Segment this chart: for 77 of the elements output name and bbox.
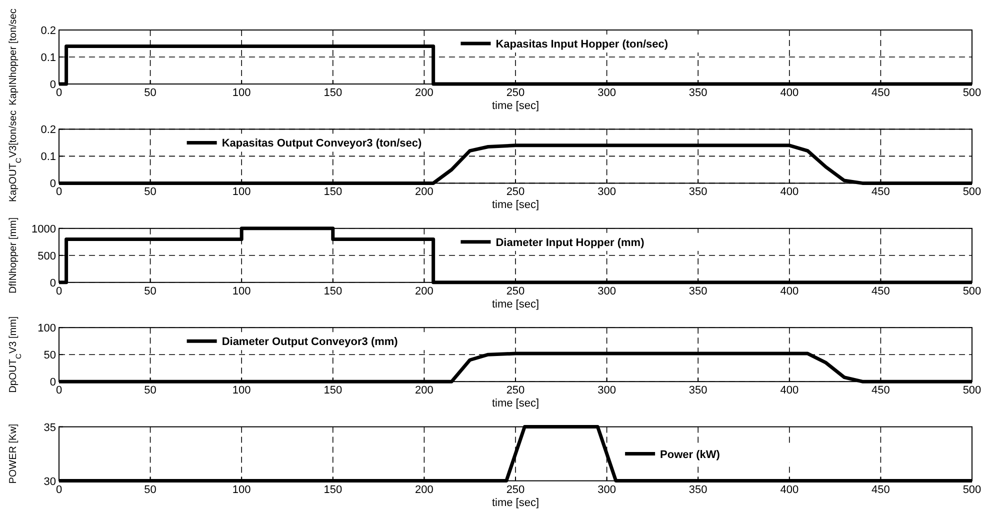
x-tick-label: 200 (415, 285, 434, 298)
x-tick-label: 100 (232, 484, 251, 496)
x-tick-label: 300 (598, 186, 616, 198)
x-tick-label: 300 (598, 87, 616, 99)
legend-label: Kapasitas Input Hopper (ton/sec) (496, 38, 668, 50)
y-tick-label: 0.1 (40, 151, 56, 164)
y-tick-label: 100 (38, 322, 56, 335)
x-tick-label: 400 (780, 87, 799, 99)
x-tick-label: 100 (232, 186, 251, 198)
y-tick-label: 0.2 (40, 124, 56, 136)
x-tick-label: 200 (415, 384, 434, 397)
x-tick-label: 500 (962, 186, 982, 198)
x-tick-label: 250 (506, 484, 525, 496)
x-tick-label: 450 (872, 484, 890, 496)
y-axis-title: POWER [Kw] (8, 424, 19, 484)
x-tick-label: 200 (415, 87, 434, 99)
x-tick-label: 450 (872, 87, 890, 99)
y-axis-title: DfINhopper [mm] (8, 217, 19, 294)
x-tick-label: 250 (506, 87, 525, 99)
x-tick-label: 350 (688, 87, 708, 99)
x-tick-label: 50 (144, 384, 156, 397)
y-tick-label: 1000 (32, 223, 56, 236)
y-tick-label: 50 (44, 350, 56, 362)
x-axis-title: time [sec] (492, 199, 540, 212)
y-tick-label: 0 (50, 79, 56, 91)
x-tick-label: 50 (144, 285, 156, 298)
x-axis-title: time [sec] (492, 398, 540, 410)
x-tick-label: 300 (598, 484, 616, 496)
x-tick-label: 50 (144, 484, 156, 496)
x-tick-label: 500 (962, 384, 982, 397)
y-tick-label: 0.1 (40, 52, 56, 64)
y-tick-label: 0 (50, 376, 56, 389)
y-tick-label: 0.2 (40, 25, 56, 37)
x-tick-label: 350 (688, 484, 708, 496)
x-tick-label: 100 (232, 87, 251, 99)
x-axis-title: time [sec] (492, 496, 540, 509)
x-tick-label: 150 (324, 186, 342, 198)
x-tick-label: 350 (688, 285, 708, 298)
y-tick-label: 0 (50, 178, 56, 190)
x-tick-label: 50 (144, 186, 156, 198)
y-tick-label: 35 (44, 422, 56, 434)
x-tick-label: 200 (415, 186, 434, 198)
x-tick-label: 450 (872, 186, 890, 198)
x-tick-label: 200 (415, 484, 434, 496)
x-tick-label: 450 (872, 384, 890, 397)
legend-label: Power (kW) (660, 448, 720, 461)
x-tick-label: 100 (232, 384, 251, 397)
y-tick-label: 30 (44, 476, 56, 488)
y-axis-title: KapINhopper [ton/sec (8, 8, 19, 106)
x-tick-label: 400 (780, 384, 799, 397)
x-tick-label: 250 (506, 384, 525, 397)
x-tick-label: 350 (688, 186, 708, 198)
legend-label: Kapasitas Output Conveyor3 (ton/sec) (222, 138, 422, 150)
x-tick-label: 400 (780, 285, 799, 298)
x-tick-label: 100 (232, 285, 251, 298)
x-tick-label: 350 (688, 384, 708, 397)
y-tick-label: 0 (50, 277, 56, 290)
legend-label: Diameter Input Hopper (mm) (496, 236, 645, 249)
y-tick-label: 500 (38, 250, 56, 262)
x-tick-label: 150 (324, 285, 342, 298)
x-tick-label: 150 (324, 87, 342, 99)
x-tick-label: 450 (872, 285, 890, 298)
x-tick-label: 300 (598, 384, 616, 397)
x-tick-label: 500 (962, 285, 982, 298)
x-axis-title: time [sec] (492, 100, 540, 112)
x-tick-label: 300 (598, 285, 616, 298)
x-tick-label: 400 (780, 186, 799, 198)
x-tick-label: 250 (506, 285, 525, 298)
x-tick-label: 150 (324, 384, 342, 397)
legend-label: Diameter Output Conveyor3 (mm) (222, 336, 398, 348)
x-tick-label: 400 (780, 484, 799, 496)
x-tick-label: 500 (962, 87, 982, 99)
x-tick-label: 150 (324, 484, 342, 496)
x-tick-label: 50 (144, 87, 156, 99)
x-tick-label: 250 (506, 186, 525, 198)
x-tick-label: 500 (962, 484, 982, 496)
x-axis-title: time [sec] (492, 298, 540, 310)
